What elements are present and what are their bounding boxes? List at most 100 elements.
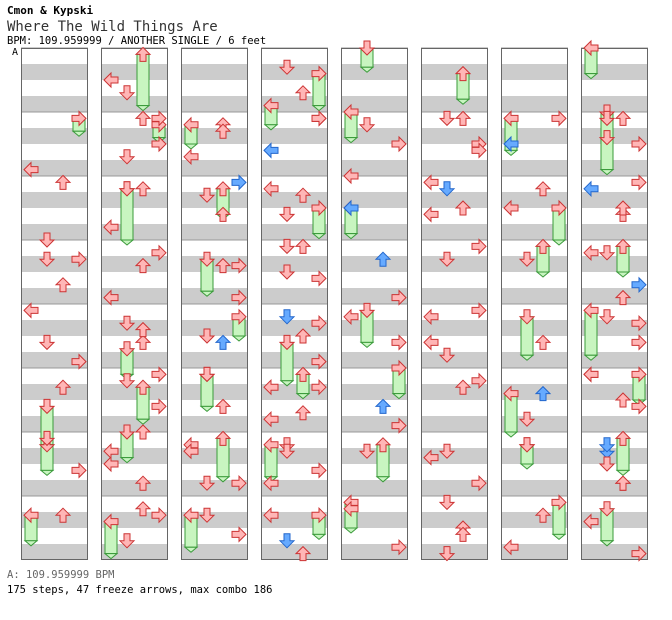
step-arrow bbox=[71, 353, 87, 370]
step-arrow bbox=[631, 174, 647, 191]
freeze-arrow-body bbox=[136, 53, 150, 107]
freeze-arrow-head bbox=[263, 436, 279, 454]
step-arrow bbox=[278, 238, 296, 255]
step-arrow bbox=[151, 366, 167, 383]
step-arrow bbox=[198, 507, 216, 523]
step-arrow bbox=[103, 218, 119, 236]
song-artist: Cmon & Kypski bbox=[7, 4, 94, 17]
freeze-arrow-tail bbox=[599, 540, 615, 547]
step-arrow bbox=[423, 449, 439, 466]
chart-column-border bbox=[501, 48, 568, 560]
measure-stripe bbox=[501, 128, 568, 144]
freeze-arrow-head bbox=[343, 103, 359, 121]
measure-stripe bbox=[501, 480, 568, 496]
step-arrow bbox=[231, 289, 247, 306]
step-arrow bbox=[134, 257, 152, 274]
freeze-arrow-tail bbox=[39, 469, 55, 477]
measure-stripe bbox=[261, 288, 328, 304]
measure-stripe bbox=[501, 288, 568, 304]
measure-stripe bbox=[421, 192, 488, 208]
chart-column-border bbox=[21, 48, 88, 560]
step-arrow bbox=[118, 373, 136, 389]
measure-stripe bbox=[21, 192, 88, 208]
freeze-arrow-head bbox=[231, 308, 247, 326]
step-arrow bbox=[438, 546, 456, 562]
step-arrow bbox=[438, 443, 456, 459]
step-arrow bbox=[231, 474, 247, 492]
measure-stripe bbox=[261, 224, 328, 240]
step-arrow bbox=[278, 533, 296, 549]
step-arrow bbox=[471, 372, 487, 390]
step-arrow bbox=[423, 308, 439, 326]
step-arrow bbox=[311, 270, 327, 287]
step-arrow bbox=[38, 430, 56, 447]
freeze-arrow-tail bbox=[343, 233, 359, 240]
step-arrow bbox=[103, 442, 119, 460]
measure-stripe bbox=[581, 128, 648, 144]
step-arrow bbox=[103, 71, 119, 89]
step-arrow bbox=[294, 187, 312, 203]
step-arrow bbox=[278, 206, 296, 223]
freeze-arrow-head bbox=[214, 181, 232, 197]
step-arrow bbox=[118, 149, 136, 165]
step-arrow bbox=[438, 251, 456, 267]
measure-stripe bbox=[21, 480, 88, 496]
step-arrow bbox=[631, 334, 647, 351]
measure-stripe bbox=[181, 224, 248, 240]
step-arrow bbox=[598, 456, 616, 472]
step-arrow bbox=[583, 180, 599, 198]
step-arrow bbox=[198, 187, 216, 203]
step-arrow bbox=[471, 302, 487, 319]
step-arrow bbox=[454, 110, 472, 126]
step-arrow bbox=[214, 257, 232, 274]
step-arrow bbox=[311, 110, 327, 127]
measure-stripe bbox=[101, 256, 168, 272]
step-arrow bbox=[263, 410, 279, 428]
chart-column-border bbox=[421, 48, 488, 560]
freeze-arrow-tail bbox=[343, 137, 359, 144]
step-arrow bbox=[198, 475, 216, 491]
freeze-arrow-head bbox=[183, 116, 199, 134]
freeze-arrow-tail bbox=[311, 105, 327, 112]
step-arrow bbox=[278, 264, 296, 280]
freeze-arrow-tail bbox=[199, 405, 215, 413]
freeze-arrow-tail bbox=[455, 98, 471, 105]
step-arrow bbox=[358, 443, 376, 459]
measure-stripe bbox=[261, 64, 328, 80]
measure-stripe bbox=[181, 96, 248, 112]
freeze-arrow-tail bbox=[503, 431, 519, 438]
step-arrow bbox=[534, 507, 552, 523]
freeze-arrow-tail bbox=[311, 233, 327, 240]
freeze-arrow-tail bbox=[311, 533, 327, 541]
step-arrow bbox=[134, 334, 152, 350]
measure-stripe bbox=[181, 544, 248, 560]
step-arrow bbox=[183, 442, 199, 460]
freeze-arrow-head bbox=[134, 46, 152, 62]
freeze-arrow-tail bbox=[551, 533, 567, 541]
measure-stripe bbox=[21, 256, 88, 272]
freeze-arrow-tail bbox=[119, 457, 135, 464]
step-arrow bbox=[311, 462, 327, 479]
freeze-arrow-head bbox=[38, 398, 56, 415]
measure-stripe bbox=[181, 256, 248, 272]
step-arrow bbox=[471, 474, 487, 492]
freeze-arrow-tail bbox=[199, 290, 215, 297]
step-arrow bbox=[294, 545, 312, 562]
measure-stripe bbox=[181, 480, 248, 496]
freeze-arrow-head bbox=[503, 385, 519, 402]
measure-stripe bbox=[181, 64, 248, 80]
step-arrow bbox=[263, 506, 279, 524]
freeze-arrow-head bbox=[518, 309, 536, 325]
step-arrow bbox=[134, 110, 152, 126]
step-arrow bbox=[231, 174, 247, 191]
step-arrow bbox=[423, 174, 439, 191]
measure-stripe bbox=[101, 416, 168, 432]
measure-stripe bbox=[341, 128, 408, 144]
step-arrow bbox=[134, 181, 152, 197]
step-arrow bbox=[263, 378, 279, 396]
freeze-arrow-head bbox=[631, 366, 647, 383]
freeze-arrow-tail bbox=[519, 463, 535, 470]
step-arrow bbox=[214, 398, 232, 414]
measure-stripe bbox=[421, 224, 488, 240]
freeze-arrow-tail bbox=[23, 540, 39, 547]
